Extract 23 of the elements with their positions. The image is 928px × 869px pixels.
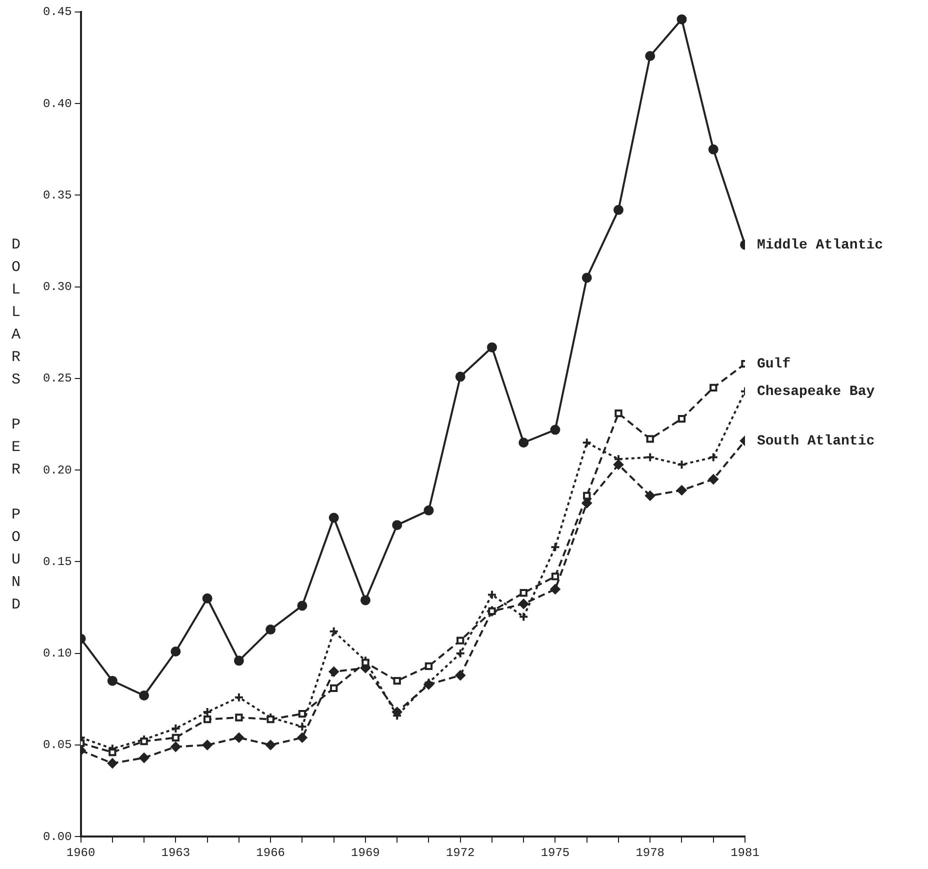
series-label: Gulf	[757, 356, 791, 372]
x-tick-label: 1981	[730, 846, 760, 860]
y-tick-label: 0.35	[42, 188, 72, 202]
x-tick-label: 1966	[256, 846, 285, 860]
series-label: Middle Atlantic	[757, 237, 884, 254]
y-tick-label: 0.05	[42, 738, 72, 752]
x-tick-label: 1969	[351, 846, 380, 860]
series-label: Chesapeake Bay	[757, 384, 876, 400]
x-tick-label: 1960	[66, 846, 96, 860]
y-tick-label: 0.30	[42, 280, 72, 294]
y-tick-label: 0.45	[42, 5, 72, 20]
y-tick-label: 0.25	[42, 372, 72, 386]
y-tick-label: 0.40	[42, 96, 72, 111]
x-tick-label: 1975	[540, 846, 570, 860]
x-tick-label: 1963	[161, 846, 190, 860]
series-label: South Atlantic	[757, 433, 875, 450]
y-tick-label: 0.10	[42, 646, 72, 661]
x-tick-label: 1972	[446, 846, 475, 860]
y-tick-label: 0.20	[42, 463, 72, 478]
y-tick-label: 0.15	[42, 554, 72, 569]
text: DOLLARS PER POUND	[11, 236, 21, 614]
y-tick-label: 0.00	[42, 830, 72, 844]
x-tick-label: 1978	[636, 846, 665, 860]
